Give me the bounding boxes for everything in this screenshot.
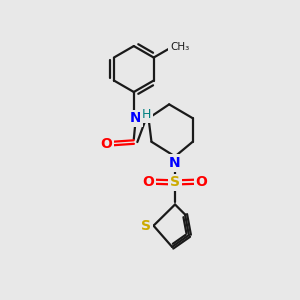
Text: N: N: [130, 112, 141, 125]
Text: S: S: [170, 176, 180, 189]
Text: CH₃: CH₃: [170, 42, 189, 52]
Text: O: O: [196, 175, 208, 189]
Text: S: S: [141, 219, 151, 233]
Text: O: O: [142, 175, 154, 189]
Text: O: O: [100, 136, 112, 151]
Text: N: N: [169, 156, 181, 170]
Text: H: H: [142, 109, 151, 122]
